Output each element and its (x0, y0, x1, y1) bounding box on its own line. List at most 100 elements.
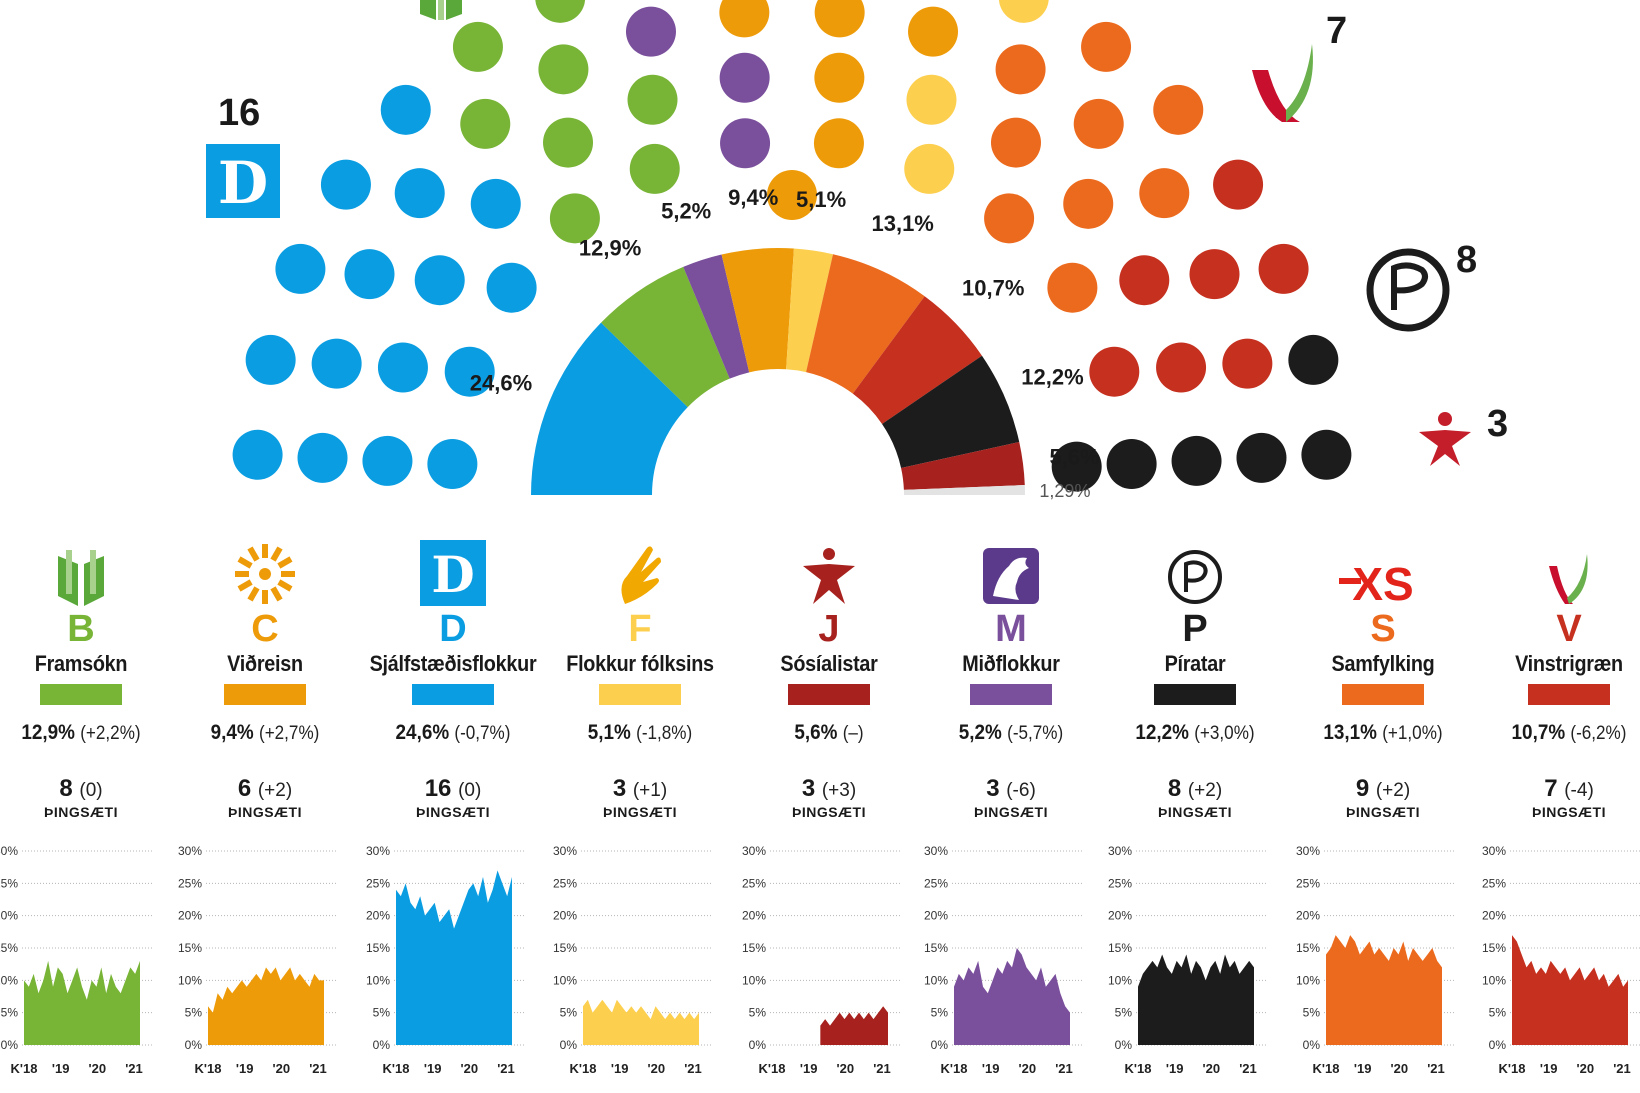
y-tick-label: 0% (1489, 1038, 1507, 1052)
party-letter: J (818, 608, 840, 650)
seat-dot (1047, 262, 1098, 313)
y-tick-label: 5% (1115, 1006, 1133, 1020)
seat-dot (394, 168, 445, 219)
seat-dot (452, 21, 503, 72)
y-tick-label: 10% (178, 973, 202, 987)
seat-dot (427, 438, 478, 489)
x-tick-label: '20 (837, 1061, 855, 1076)
y-tick-label: 0% (1115, 1038, 1133, 1052)
trend-area (208, 967, 324, 1045)
party-letter: M (995, 608, 1027, 650)
y-tick-label: 25% (553, 876, 577, 890)
vote-share-line: 5,1% (-1,8%) (556, 721, 723, 746)
trend-chart-p: 30% 25% 20% 15% 10% 5% 0% K'18 '19 '20 '21 (1108, 844, 1266, 1076)
party-logo (172, 540, 358, 606)
d-box-icon: D (420, 540, 486, 606)
y-tick-label: 5% (749, 1006, 767, 1020)
x-tick-label: K'18 (759, 1061, 786, 1076)
party-logo (0, 540, 174, 606)
seat-dot (1301, 429, 1352, 480)
seat-count: 3 (986, 775, 1000, 802)
party-logo (1102, 540, 1288, 606)
x-tick-label: K'18 (195, 1061, 222, 1076)
party-name: Vinstrigræn (1515, 651, 1623, 676)
x-tick-label: '19 (424, 1061, 442, 1076)
seat-dot (486, 262, 537, 313)
x-tick-label: K'18 (383, 1061, 410, 1076)
seat-dot (414, 255, 465, 306)
seat-dot (629, 143, 680, 194)
seat-dot (998, 0, 1049, 23)
seat-dot (995, 44, 1046, 95)
x-tick-label: '21 (1055, 1061, 1073, 1076)
seats-line: 3 (-6) (918, 776, 1104, 804)
y-tick-label: 25% (924, 876, 948, 890)
x-tick-label: '19 (1354, 1061, 1372, 1076)
seat-dot (719, 0, 770, 38)
x-tick-label: '21 (873, 1061, 891, 1076)
donut-label: 12,2% (1021, 364, 1083, 389)
party-color-swatch (40, 684, 122, 705)
seat-count: 7 (1544, 775, 1558, 802)
seat-change: (+2) (1187, 780, 1223, 801)
trend-chart-s: 30% 25% 20% 15% 10% 5% 0% K'18 '19 '20 '21 (1296, 844, 1454, 1076)
x-tick-label: K'18 (1125, 1061, 1152, 1076)
y-tick-label: 20% (1482, 909, 1506, 923)
y-tick-label: 10% (366, 973, 390, 987)
seats-line: 6 (+2) (172, 776, 358, 804)
y-tick-label: 30% (366, 844, 390, 858)
party-color-swatch (788, 684, 870, 705)
y-tick-label: 0% (1303, 1038, 1321, 1052)
donut-slice (721, 248, 794, 373)
seat-dot (1213, 159, 1264, 210)
seat-dot (344, 249, 395, 300)
donut-label: 24,6% (470, 370, 532, 395)
party-color-swatch (1154, 684, 1236, 705)
vote-share-line: 24,6% (-0,7%) (369, 721, 536, 746)
y-tick-label: 20% (1296, 909, 1320, 923)
seat-dot (814, 52, 865, 103)
y-tick-label: 25% (742, 876, 766, 890)
x-tick-label: '21 (1239, 1061, 1257, 1076)
seat-dot (814, 0, 865, 38)
donut-label: 1,29% (1039, 481, 1090, 501)
trend-area (583, 999, 699, 1045)
party-color-swatch (224, 684, 306, 705)
seat-dot (311, 338, 362, 389)
seats-line: 9 (+2) (1290, 776, 1476, 804)
y-tick-label: 30% (1108, 844, 1132, 858)
seat-dot (245, 334, 296, 385)
trend-chart-d: 30% 25% 20% 15% 10% 5% 0% K'18 '19 '20 '21 (366, 844, 524, 1076)
seat-label: ÞINGSÆTI (973, 804, 1048, 820)
party-letter: P (1182, 608, 1208, 650)
y-tick-label: 20% (0, 909, 18, 923)
donut-slice (882, 355, 1020, 468)
y-tick-label: 5% (1303, 1006, 1321, 1020)
party-name: Samfylking (1331, 651, 1435, 676)
seat-change: (+3) (821, 780, 857, 801)
vote-share-change: (+2,2%) (80, 723, 141, 744)
vote-share: 24,6% (395, 721, 450, 744)
seat-dot (767, 170, 817, 220)
seat-change: (0) (458, 780, 482, 801)
seat-dot (1153, 84, 1204, 135)
seat-count: 3 (612, 775, 627, 802)
vote-share-line: 9,4% (+2,7%) (181, 721, 348, 746)
star-person-icon (803, 548, 855, 604)
y-tick-label: 5% (185, 1006, 203, 1020)
seat-dot (320, 159, 371, 210)
trend-area (396, 870, 512, 1045)
svg-text:D: D (218, 149, 268, 217)
parliament-chart: 24,6% 12,9% 5,2% 9,4% 5,1% 13,1% 10,7% 12,2% 5,6… (206, 0, 1508, 501)
donut-slice (903, 485, 1025, 495)
svg-text:D: D (431, 545, 474, 604)
y-tick-label: 15% (553, 941, 577, 955)
y-tick-label: 15% (924, 941, 948, 955)
x-tick-label: '19 (800, 1061, 818, 1076)
party-logo (736, 540, 922, 606)
x-tick-label: '20 (648, 1061, 666, 1076)
party-column-c: C Viðreisn 9,4% (+2,7%) 6 (+2) ÞINGSÆTI (172, 540, 358, 820)
seat-label: ÞINGSÆTI (1531, 804, 1606, 820)
x-tick-label: '21 (1427, 1061, 1445, 1076)
party-color-swatch (1342, 684, 1424, 705)
